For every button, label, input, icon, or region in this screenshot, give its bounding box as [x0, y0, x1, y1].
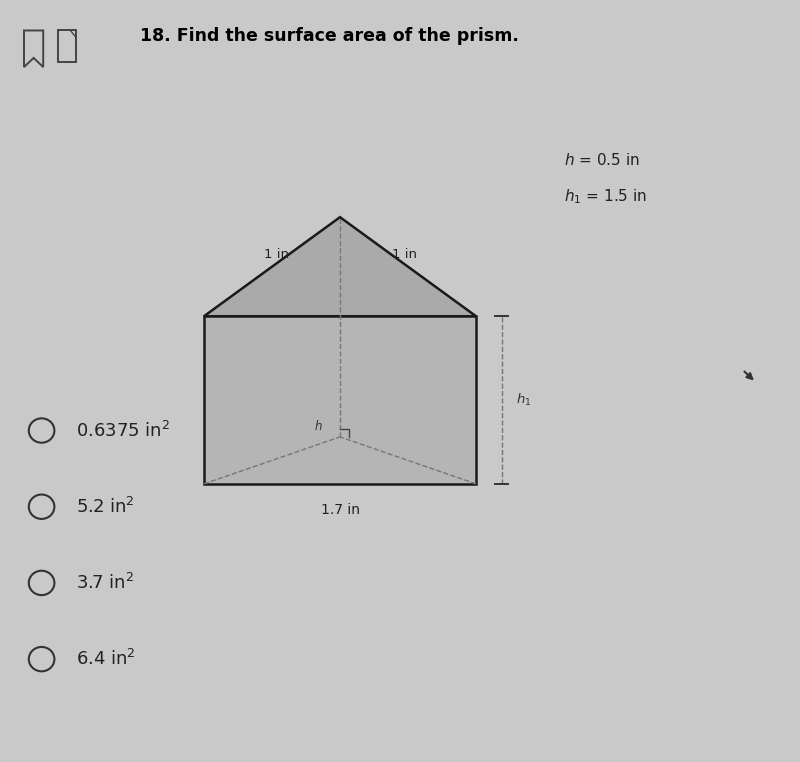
Text: 5.2 in$^2$: 5.2 in$^2$	[76, 497, 134, 517]
Text: $h$ = 0.5 in: $h$ = 0.5 in	[564, 152, 640, 168]
Text: $h$: $h$	[314, 419, 322, 433]
Text: $h_1$: $h_1$	[516, 392, 531, 408]
Text: 1 in: 1 in	[391, 248, 417, 261]
Text: 1.7 in: 1.7 in	[321, 503, 359, 517]
Text: 0.6375 in$^2$: 0.6375 in$^2$	[76, 421, 170, 440]
Text: $h_1$ = 1.5 in: $h_1$ = 1.5 in	[564, 187, 647, 206]
Polygon shape	[204, 217, 476, 316]
Text: 3.7 in$^2$: 3.7 in$^2$	[76, 573, 134, 593]
Text: 6.4 in$^2$: 6.4 in$^2$	[76, 649, 136, 669]
Text: 18. Find the surface area of the prism.: 18. Find the surface area of the prism.	[140, 27, 519, 45]
Polygon shape	[204, 316, 476, 484]
Text: 1 in: 1 in	[263, 248, 289, 261]
